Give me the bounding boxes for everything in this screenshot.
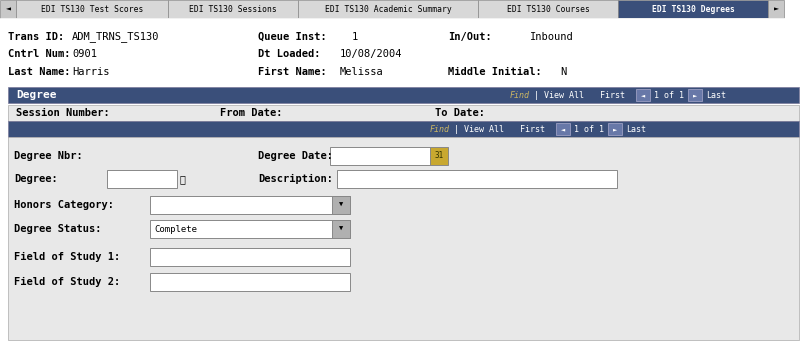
Text: ►: ► xyxy=(613,126,617,132)
Text: Complete: Complete xyxy=(154,225,197,234)
Text: EDI TS130 Degrees: EDI TS130 Degrees xyxy=(651,4,734,13)
Text: Last: Last xyxy=(706,91,726,100)
Text: Dt Loaded:: Dt Loaded: xyxy=(258,49,320,59)
Text: Degree:: Degree: xyxy=(14,174,58,184)
Bar xyxy=(430,147,448,165)
Text: To Date:: To Date: xyxy=(435,108,485,118)
Bar xyxy=(618,0,768,18)
Bar xyxy=(332,196,350,214)
Text: 0901: 0901 xyxy=(72,49,97,59)
Text: 1: 1 xyxy=(352,32,358,42)
Text: ◄: ◄ xyxy=(561,126,565,132)
Text: ADM_TRNS_TS130: ADM_TRNS_TS130 xyxy=(72,31,160,43)
Bar xyxy=(332,220,350,238)
Text: Cntrl Num:: Cntrl Num: xyxy=(8,49,70,59)
Text: Description:: Description: xyxy=(258,174,333,184)
Text: 10/08/2004: 10/08/2004 xyxy=(340,49,403,59)
Text: Honors Category:: Honors Category: xyxy=(14,200,114,210)
Text: ▼: ▼ xyxy=(339,226,343,232)
Text: From Date:: From Date: xyxy=(220,108,282,118)
Text: EDI TS130 Test Scores: EDI TS130 Test Scores xyxy=(41,4,143,13)
Text: 31: 31 xyxy=(434,152,444,161)
Text: Last Name:: Last Name: xyxy=(8,67,70,77)
Bar xyxy=(150,196,350,214)
Bar xyxy=(0,0,16,18)
Text: EDI TS130 Courses: EDI TS130 Courses xyxy=(507,4,589,13)
Bar xyxy=(168,0,298,18)
Bar xyxy=(150,220,350,238)
Text: Field of Study 2:: Field of Study 2: xyxy=(14,277,120,287)
Text: Find: Find xyxy=(510,91,530,100)
Text: Melissa: Melissa xyxy=(340,67,384,77)
Bar xyxy=(150,248,350,266)
Bar xyxy=(0,18,807,87)
Text: First: First xyxy=(520,125,545,134)
Text: EDI TS130 Sessions: EDI TS130 Sessions xyxy=(189,4,277,13)
Text: First Name:: First Name: xyxy=(258,67,327,77)
Text: | View All: | View All xyxy=(534,91,584,100)
Bar xyxy=(688,89,702,101)
Bar xyxy=(150,273,350,291)
Text: ◄: ◄ xyxy=(6,4,10,13)
Text: 🔍: 🔍 xyxy=(179,174,185,184)
Text: ►: ► xyxy=(773,4,779,13)
Bar xyxy=(556,123,570,135)
Bar xyxy=(330,147,430,165)
Text: EDI TS130 Academic Summary: EDI TS130 Academic Summary xyxy=(324,4,451,13)
Bar xyxy=(768,0,784,18)
Bar xyxy=(608,123,622,135)
Text: Session Number:: Session Number: xyxy=(16,108,110,118)
Bar xyxy=(636,89,650,101)
Text: Degree: Degree xyxy=(16,90,56,100)
Text: ►: ► xyxy=(693,92,697,98)
Text: Degree Status:: Degree Status: xyxy=(14,224,102,234)
Bar xyxy=(107,170,177,188)
Text: Inbound: Inbound xyxy=(530,32,574,42)
Bar xyxy=(8,105,799,121)
Text: Degree Nbr:: Degree Nbr: xyxy=(14,151,83,161)
Text: Trans ID:: Trans ID: xyxy=(8,32,65,42)
Text: Queue Inst:: Queue Inst: xyxy=(258,32,327,42)
Text: N: N xyxy=(560,67,567,77)
Text: In/Out:: In/Out: xyxy=(448,32,491,42)
Text: | View All: | View All xyxy=(454,125,504,134)
Bar xyxy=(16,0,168,18)
Bar xyxy=(8,121,799,137)
Text: Degree Date:: Degree Date: xyxy=(258,151,333,161)
Text: Middle Initial:: Middle Initial: xyxy=(448,67,541,77)
Text: Last: Last xyxy=(626,125,646,134)
Bar xyxy=(298,0,478,18)
Text: Find: Find xyxy=(430,125,450,134)
Text: 1 of 1: 1 of 1 xyxy=(654,91,684,100)
Text: ▼: ▼ xyxy=(339,202,343,208)
Text: Field of Study 1:: Field of Study 1: xyxy=(14,252,120,262)
Text: First: First xyxy=(600,91,625,100)
Text: 1 of 1: 1 of 1 xyxy=(574,125,604,134)
Text: Harris: Harris xyxy=(72,67,110,77)
Bar xyxy=(8,87,799,103)
Bar xyxy=(478,0,618,18)
Text: ◄: ◄ xyxy=(641,92,645,98)
Bar xyxy=(337,170,617,188)
Bar xyxy=(8,137,799,340)
